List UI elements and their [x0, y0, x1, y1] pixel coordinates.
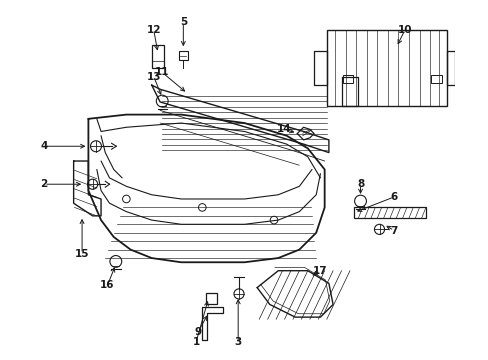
Text: 13: 13: [146, 72, 161, 82]
Text: 1: 1: [192, 337, 199, 347]
Text: 2: 2: [41, 179, 48, 189]
Bar: [205, 293, 217, 305]
Text: 11: 11: [155, 67, 169, 77]
Text: 16: 16: [100, 280, 114, 291]
Text: 8: 8: [356, 179, 364, 189]
Bar: [430, 75, 441, 83]
Bar: [342, 75, 352, 83]
Text: 7: 7: [390, 226, 397, 236]
Text: 15: 15: [75, 249, 89, 259]
Bar: [178, 51, 187, 60]
Text: 3: 3: [234, 337, 241, 347]
Bar: [353, 207, 425, 218]
Text: 17: 17: [312, 266, 327, 276]
Text: 4: 4: [41, 141, 48, 151]
Text: 6: 6: [390, 192, 397, 202]
Text: 12: 12: [146, 25, 161, 35]
Text: 14: 14: [277, 124, 291, 134]
Text: 10: 10: [397, 25, 411, 35]
Text: 5: 5: [179, 17, 186, 27]
Text: 9: 9: [194, 327, 201, 337]
Bar: [326, 30, 446, 106]
Bar: [151, 45, 164, 68]
